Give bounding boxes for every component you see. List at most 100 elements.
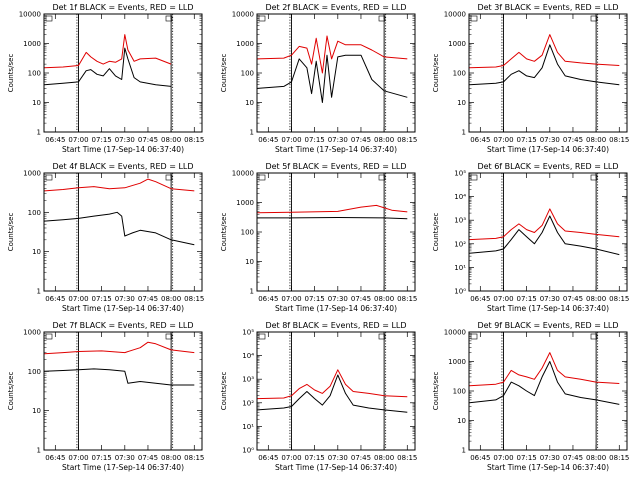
x-tick-label: 07:15	[517, 136, 537, 144]
x-tick-label: 07:15	[305, 295, 325, 303]
x-axis-label: Start Time (17-Sep-14 06:37:40)	[62, 304, 184, 313]
y-tick-label: 100	[28, 368, 41, 376]
events-series-line	[44, 47, 172, 87]
x-tick-label: 08:15	[609, 454, 629, 462]
x-tick-label: 07:00	[68, 454, 88, 462]
plot-frame	[256, 172, 416, 292]
y-axis-label: Counts/sec	[220, 213, 228, 252]
events-series-line	[44, 211, 195, 246]
x-axis-label: Start Time (17-Sep-14 06:37:40)	[275, 145, 397, 154]
y-tick-label: 1000	[448, 358, 466, 366]
x-axis-label: Start Time (17-Sep-14 06:37:40)	[487, 145, 609, 154]
y-tick-label: 100	[241, 229, 254, 237]
y-tick-label: 10³	[454, 217, 466, 225]
plot-frame	[43, 13, 203, 133]
x-axis-label: Start Time (17-Sep-14 06:37:40)	[275, 304, 397, 313]
legend-box-icon	[470, 15, 478, 22]
x-tick-label: 08:00	[374, 295, 394, 303]
x-tick-label: 08:15	[184, 136, 204, 144]
lld-series-line	[469, 352, 620, 387]
y-tick-label: 100	[241, 70, 254, 78]
chart-title: Det 2f BLACK = Events, RED = LLD	[265, 3, 406, 12]
y-axis-label: Counts/sec	[7, 54, 15, 93]
y-tick-label: 1	[37, 288, 41, 296]
events-series-line	[44, 368, 195, 386]
x-axis-label: Start Time (17-Sep-14 06:37:40)	[62, 145, 184, 154]
chart-panel: Det 1f BLACK = Events, RED = LLD 1 10 100 10…	[7, 3, 204, 154]
y-tick-label: 1000	[448, 40, 466, 48]
plot-frame	[468, 331, 628, 451]
x-tick-label: 07:45	[138, 136, 158, 144]
x-tick-label: 07:30	[540, 454, 560, 462]
y-axis-label: Counts/sec	[432, 372, 440, 411]
legend-box-icon	[378, 15, 386, 22]
lld-series-line	[44, 178, 195, 192]
chart-title: Det 8f BLACK = Events, RED = LLD	[265, 321, 406, 330]
y-tick-label: 10⁴	[454, 193, 466, 201]
chart-panel: Det 8f BLACK = Events, RED = LLD 10⁰ 10¹ 10…	[220, 321, 417, 472]
y-tick-label: 1	[462, 129, 466, 137]
y-tick-label: 100	[453, 388, 466, 396]
x-tick-label: 08:15	[397, 136, 417, 144]
plot-frame	[256, 331, 416, 451]
x-tick-label: 07:00	[68, 136, 88, 144]
y-tick-label: 10000	[19, 11, 41, 19]
y-tick-label: 1	[462, 447, 466, 455]
x-tick-label: 07:00	[68, 295, 88, 303]
events-series-line	[257, 54, 408, 103]
legend-box-icon	[258, 174, 266, 181]
x-tick-label: 07:45	[563, 136, 583, 144]
x-tick-label: 06:45	[45, 454, 65, 462]
y-tick-label: 10²	[454, 240, 466, 248]
events-series-line	[257, 217, 408, 220]
x-tick-label: 07:15	[92, 454, 112, 462]
x-tick-label: 07:30	[328, 454, 348, 462]
x-tick-label: 07:15	[92, 295, 112, 303]
y-axis-label: Counts/sec	[220, 372, 228, 411]
x-tick-label: 08:00	[161, 295, 181, 303]
x-tick-label: 08:00	[161, 454, 181, 462]
y-tick-label: 100	[28, 70, 41, 78]
y-tick-label: 10	[457, 99, 466, 107]
y-tick-label: 100	[28, 209, 41, 217]
lld-series-line	[257, 369, 408, 400]
x-tick-label: 07:45	[138, 454, 158, 462]
x-tick-label: 06:45	[258, 454, 278, 462]
x-tick-label: 07:30	[328, 136, 348, 144]
legend-box-icon	[165, 15, 173, 22]
legend-box-icon	[258, 15, 266, 22]
x-tick-label: 07:45	[563, 454, 583, 462]
x-tick-label: 07:45	[351, 295, 371, 303]
x-tick-label: 08:00	[586, 136, 606, 144]
legend-box-icon	[165, 333, 173, 340]
chart-panel: Det 5f BLACK = Events, RED = LLD 1 10 100 10…	[220, 162, 417, 313]
legend-box-icon	[590, 174, 598, 181]
chart-panel: Det 7f BLACK = Events, RED = LLD 1 10 100 10…	[7, 321, 204, 472]
x-tick-label: 08:00	[161, 136, 181, 144]
plot-frame	[43, 331, 203, 451]
y-tick-label: 10³	[242, 376, 254, 384]
x-tick-label: 07:45	[138, 295, 158, 303]
x-tick-label: 07:15	[305, 454, 325, 462]
chart-panel: Det 3f BLACK = Events, RED = LLD 1 10 100 10…	[432, 3, 629, 154]
y-tick-label: 10¹	[242, 423, 254, 431]
y-tick-label: 1000	[23, 329, 41, 337]
chart-title: Det 7f BLACK = Events, RED = LLD	[52, 321, 193, 330]
chart-panel: Det 4f BLACK = Events, RED = LLD 1 10 100 10…	[7, 162, 204, 313]
lld-series-line	[44, 34, 172, 69]
y-axis-label: Counts/sec	[7, 372, 15, 411]
x-tick-label: 07:45	[351, 454, 371, 462]
x-tick-label: 07:30	[540, 136, 560, 144]
y-tick-label: 10	[245, 99, 254, 107]
x-tick-label: 07:00	[281, 454, 301, 462]
y-tick-label: 10000	[444, 329, 466, 337]
y-axis-label: Counts/sec	[220, 54, 228, 93]
plot-frame	[43, 172, 203, 292]
x-tick-label: 08:15	[397, 295, 417, 303]
x-tick-label: 08:15	[397, 454, 417, 462]
chart-panel: Det 6f BLACK = Events, RED = LLD 10⁰ 10¹ 10…	[432, 162, 629, 313]
y-tick-label: 10⁰	[454, 288, 466, 296]
legend-box-icon	[258, 333, 266, 340]
x-tick-label: 08:00	[586, 295, 606, 303]
x-tick-label: 07:15	[305, 136, 325, 144]
